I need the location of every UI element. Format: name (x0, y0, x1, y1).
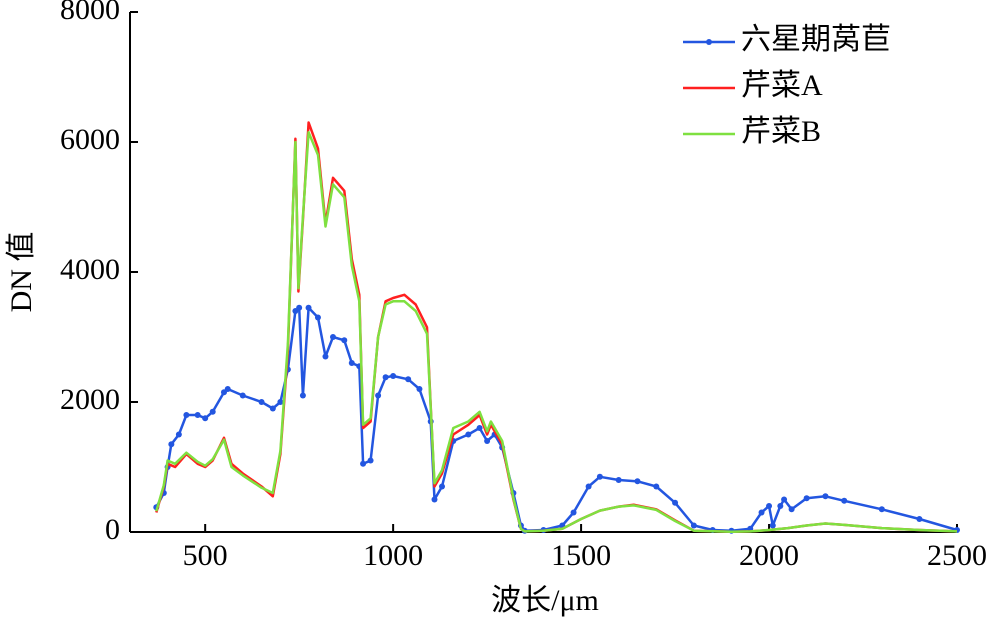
series-marker (465, 431, 472, 438)
series-marker (781, 496, 788, 503)
series-marker (615, 477, 622, 483)
series-marker (878, 506, 885, 513)
legend-label: 六星期莴苣 (741, 23, 891, 56)
series-marker (766, 503, 773, 509)
series-marker (341, 337, 348, 344)
series-marker (570, 509, 577, 516)
series-marker (314, 314, 321, 321)
x-axis-label: 波长/μm (491, 584, 599, 617)
y-tick-label: 4000 (60, 253, 120, 286)
series-marker (269, 405, 276, 412)
series-marker (416, 386, 423, 392)
x-tick-label: 500 (183, 539, 228, 572)
series-marker (405, 376, 412, 383)
series-marker (476, 425, 483, 431)
series-marker (431, 496, 438, 503)
series-marker (277, 399, 284, 405)
series-marker (585, 483, 592, 490)
x-tick-label: 1500 (551, 539, 611, 572)
y-tick-label: 6000 (60, 123, 120, 156)
series-marker (375, 392, 382, 399)
series-marker (367, 457, 374, 464)
series-marker (194, 412, 201, 418)
series-marker (258, 399, 265, 405)
series-marker (329, 334, 336, 340)
series-marker (175, 431, 182, 438)
series-marker (299, 392, 306, 399)
series-marker (209, 408, 216, 415)
legend-label: 芹菜A (741, 69, 823, 102)
x-tick-label: 1000 (363, 539, 423, 572)
series-marker (390, 373, 397, 379)
series-marker (672, 499, 679, 506)
y-tick-label: 2000 (60, 383, 120, 416)
y-tick-label: 0 (105, 513, 120, 546)
y-axis-label: DN 值 (5, 232, 38, 313)
series-marker (484, 438, 491, 444)
series-marker (769, 522, 776, 529)
series-marker (202, 415, 209, 422)
series-marker (822, 493, 829, 500)
series-marker (690, 522, 697, 529)
series-marker (803, 495, 810, 502)
series-marker (224, 386, 231, 392)
x-tick-label: 2500 (927, 539, 987, 572)
series-marker (758, 509, 765, 516)
series-marker (305, 304, 312, 311)
series-marker (239, 392, 246, 399)
series-marker (916, 516, 923, 522)
series-marker (322, 353, 329, 360)
y-tick-label: 8000 (60, 0, 120, 26)
series-marker (788, 506, 795, 513)
series-line (155, 306, 958, 532)
series-marker (360, 460, 367, 467)
series-marker (596, 473, 603, 480)
series-marker (296, 304, 303, 311)
series-marker (382, 374, 389, 381)
series-marker (777, 503, 784, 509)
series-marker (348, 360, 355, 366)
legend-label: 芹菜B (741, 115, 821, 148)
legend-marker (706, 39, 712, 45)
series-marker (634, 478, 641, 485)
series-marker (439, 483, 446, 490)
x-tick-label: 2000 (739, 539, 799, 572)
series-marker (841, 497, 848, 504)
series-line (155, 131, 958, 533)
series-marker (183, 412, 190, 418)
series-marker (168, 441, 175, 448)
series-marker (653, 483, 660, 490)
